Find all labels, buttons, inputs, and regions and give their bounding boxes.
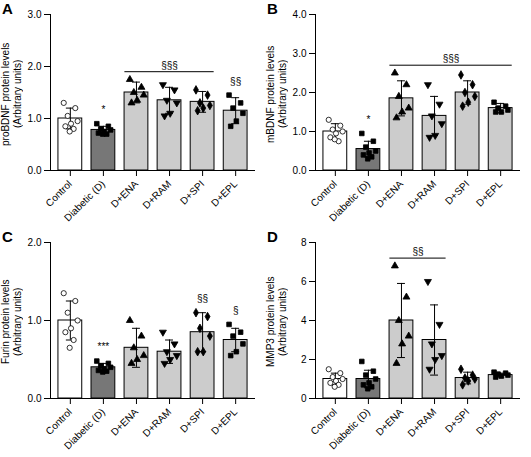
svg-text:§§: §§ bbox=[197, 293, 208, 304]
svg-text:1.0: 1.0 bbox=[28, 315, 42, 326]
svg-text:D+ENA: D+ENA bbox=[374, 178, 406, 210]
html-text:MMP3 protein levels: MMP3 protein levels bbox=[265, 276, 276, 368]
svg-text:D+EPL: D+EPL bbox=[209, 178, 240, 209]
svg-text:0: 0 bbox=[301, 393, 307, 404]
svg-text:3.0: 3.0 bbox=[293, 48, 307, 59]
svg-text:D+ENA: D+ENA bbox=[374, 406, 406, 438]
svg-text:2.0: 2.0 bbox=[28, 61, 42, 72]
svg-text:0.0: 0.0 bbox=[28, 393, 42, 404]
svg-text:Control: Control bbox=[308, 178, 339, 209]
html-text:Furin protein levels: Furin protein levels bbox=[0, 279, 11, 365]
svg-text:D+EPL: D+EPL bbox=[209, 406, 240, 437]
svg-text:Control: Control bbox=[308, 406, 339, 437]
svg-text:D+RAM: D+RAM bbox=[140, 406, 173, 439]
html-text:A: A bbox=[2, 0, 13, 17]
svg-text:D+RAM: D+RAM bbox=[140, 178, 173, 211]
svg-text:D+ENA: D+ENA bbox=[109, 406, 141, 438]
svg-text:D+SPI: D+SPI bbox=[443, 178, 471, 206]
svg-text:*: * bbox=[101, 104, 105, 115]
svg-text:*: * bbox=[366, 114, 370, 125]
svg-text:Control: Control bbox=[43, 406, 74, 437]
svg-text:D+EPL: D+EPL bbox=[474, 178, 505, 209]
html-text:B: B bbox=[267, 0, 278, 17]
svg-text:0.0: 0.0 bbox=[28, 165, 42, 176]
svg-text:§§: §§ bbox=[230, 76, 241, 87]
html-text:C: C bbox=[2, 228, 13, 245]
svg-text:4.0: 4.0 bbox=[293, 9, 307, 20]
html-text:D: D bbox=[267, 228, 278, 245]
svg-text:2: 2 bbox=[301, 354, 307, 365]
svg-text:Diabetic (D): Diabetic (D) bbox=[327, 406, 372, 451]
html-text:(Arbitrary units): (Arbitrary units) bbox=[12, 59, 23, 129]
svg-text:§: § bbox=[233, 305, 239, 316]
svg-text:§§§: §§§ bbox=[443, 53, 460, 64]
svg-text:D+SPI: D+SPI bbox=[178, 178, 206, 206]
html-text:(Arbitrary units): (Arbitrary units) bbox=[277, 59, 288, 129]
svg-text:D+SPI: D+SPI bbox=[443, 406, 471, 434]
svg-text:6: 6 bbox=[301, 276, 307, 287]
svg-text:0.0: 0.0 bbox=[293, 165, 307, 176]
svg-text:***: *** bbox=[98, 341, 110, 352]
svg-text:1.0: 1.0 bbox=[28, 113, 42, 124]
svg-text:D+SPI: D+SPI bbox=[178, 406, 206, 434]
svg-text:D+RAM: D+RAM bbox=[405, 178, 438, 211]
svg-text:4: 4 bbox=[301, 315, 307, 326]
html-text:proBDNF protein levels: proBDNF protein levels bbox=[0, 42, 11, 146]
svg-text:D+ENA: D+ENA bbox=[109, 178, 141, 210]
svg-text:Diabetic (D): Diabetic (D) bbox=[327, 178, 372, 223]
svg-text:2.0: 2.0 bbox=[293, 87, 307, 98]
svg-text:D+RAM: D+RAM bbox=[405, 406, 438, 439]
svg-text:§§§: §§§ bbox=[161, 60, 178, 71]
svg-text:3.0: 3.0 bbox=[28, 9, 42, 20]
svg-text:2.0: 2.0 bbox=[28, 237, 42, 248]
svg-text:D+EPL: D+EPL bbox=[474, 406, 505, 437]
svg-text:§§: §§ bbox=[412, 246, 423, 257]
svg-text:Control: Control bbox=[43, 178, 74, 209]
html-text:(Arbitrary units): (Arbitrary units) bbox=[12, 287, 23, 357]
html-text:(Arbitrary units): (Arbitrary units) bbox=[277, 287, 288, 357]
svg-text:Diabetic (D): Diabetic (D) bbox=[62, 406, 107, 451]
svg-text:1.0: 1.0 bbox=[293, 126, 307, 137]
svg-text:Diabetic (D): Diabetic (D) bbox=[62, 178, 107, 223]
svg-text:8: 8 bbox=[301, 237, 307, 248]
html-text:mBDNF protein levels: mBDNF protein levels bbox=[265, 45, 276, 143]
